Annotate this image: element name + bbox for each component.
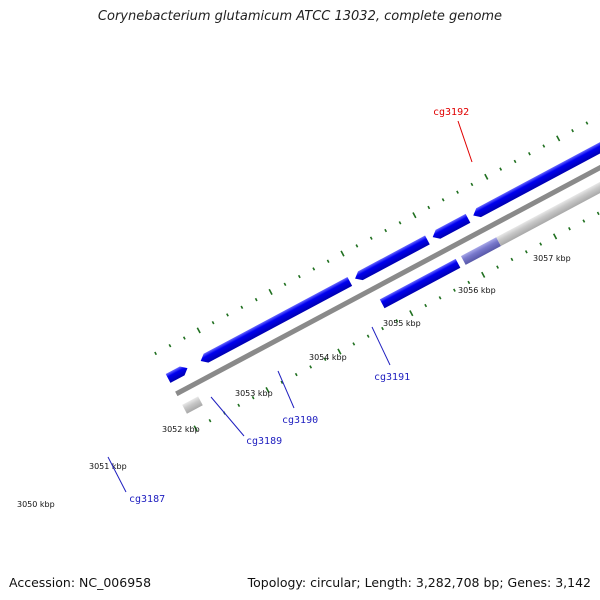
- outer-major-tick: [268, 288, 273, 295]
- outer-minor-tick: [226, 313, 229, 317]
- outer-major-tick: [196, 327, 201, 334]
- inner-major-tick: [552, 233, 558, 240]
- inner-minor-tick: [424, 303, 428, 308]
- gene-arrow-fwd-b[interactable]: [353, 235, 430, 283]
- outer-minor-tick: [513, 159, 517, 164]
- scale-label-3050: 3050 kbp: [17, 500, 55, 509]
- outer-minor-tick: [182, 336, 186, 340]
- inner-minor-tick: [323, 357, 327, 361]
- outer-minor-tick: [283, 282, 287, 286]
- gene-label-cg3192[interactable]: cg3192: [433, 107, 469, 118]
- outer-minor-tick: [456, 190, 459, 194]
- gene-label-cg3187[interactable]: cg3187: [129, 494, 165, 505]
- scale-label-3051: 3051 kbp: [89, 462, 127, 471]
- outer-minor-tick: [585, 121, 589, 125]
- scale-label-3055: 3055 kbp: [383, 319, 421, 328]
- outer-minor-tick: [326, 259, 330, 263]
- gene-label-cg3189[interactable]: cg3189: [246, 436, 282, 447]
- gene-arrow-cg3191[interactable]: [496, 160, 600, 247]
- inner-major-tick: [265, 386, 270, 393]
- outer-minor-tick: [470, 182, 474, 187]
- inner-minor-tick: [237, 403, 241, 408]
- scale-label-3056: 3056 kbp: [458, 286, 496, 295]
- inner-minor-tick: [568, 227, 571, 231]
- genome-summary-text: Topology: circular; Length: 3,282,708 bp…: [247, 575, 591, 590]
- outer-minor-tick: [211, 320, 215, 325]
- gene-arrow-fwd-left[interactable]: [165, 364, 190, 383]
- gene-label-cg3190[interactable]: cg3190: [282, 415, 318, 426]
- inner-minor-tick: [582, 219, 586, 223]
- inner-minor-tick: [539, 242, 543, 246]
- outer-minor-tick: [528, 152, 531, 156]
- inner-minor-tick: [309, 365, 313, 369]
- leader-line-cg3190: [277, 370, 295, 409]
- scale-label-3057: 3057 kbp: [533, 254, 571, 263]
- outer-minor-tick: [297, 274, 301, 279]
- inner-minor-tick: [496, 265, 499, 269]
- outer-major-tick: [412, 212, 417, 219]
- inner-minor-tick: [395, 319, 399, 323]
- inner-tick-row: [193, 211, 600, 432]
- inner-minor-tick: [467, 280, 471, 285]
- outer-minor-tick: [427, 205, 431, 210]
- outer-minor-tick: [369, 236, 373, 240]
- inner-minor-tick: [208, 418, 212, 423]
- outer-minor-tick: [499, 167, 503, 171]
- leader-line-cg3192: [457, 120, 473, 163]
- inner-minor-tick: [453, 288, 456, 292]
- gene-arrow-rev-left[interactable]: [182, 396, 203, 414]
- outer-tick-row: [154, 113, 600, 356]
- outer-minor-tick: [542, 144, 546, 148]
- map-track: [154, 5, 600, 432]
- genome-backbone: [175, 5, 600, 397]
- inner-major-tick: [409, 310, 414, 317]
- gene-arrow-fwd-d[interactable]: [471, 130, 600, 220]
- outer-minor-tick: [168, 343, 172, 348]
- gene-arrow-fwd-c[interactable]: [430, 213, 471, 242]
- inner-minor-tick: [381, 326, 384, 331]
- outer-minor-tick: [355, 244, 359, 248]
- inner-major-tick: [193, 425, 198, 432]
- outer-minor-tick: [571, 129, 574, 133]
- leader-line-cg3191: [371, 326, 391, 366]
- inner-major-tick: [481, 271, 486, 278]
- gene-arrow-cg3190[interactable]: [460, 237, 501, 265]
- leader-line-cg3187: [107, 456, 127, 493]
- inner-minor-tick: [366, 334, 370, 338]
- inner-minor-tick: [596, 211, 600, 216]
- outer-minor-tick: [312, 267, 316, 271]
- inner-minor-tick: [280, 380, 284, 384]
- outer-minor-tick: [384, 228, 388, 233]
- scale-label-3052: 3052 kbp: [162, 425, 200, 434]
- inner-minor-tick: [251, 395, 255, 400]
- inner-major-tick: [337, 348, 342, 355]
- outer-major-tick: [484, 173, 489, 180]
- outer-major-tick: [556, 135, 561, 142]
- outer-major-tick: [340, 250, 345, 257]
- leader-line-cg3189: [210, 396, 245, 437]
- gene-arrow-fwd-a[interactable]: [198, 277, 353, 365]
- outer-minor-tick: [254, 297, 258, 302]
- outer-minor-tick: [240, 305, 244, 310]
- outer-minor-tick: [441, 198, 445, 202]
- scale-label-3054: 3054 kbp: [309, 353, 347, 362]
- inner-minor-tick: [294, 372, 298, 377]
- inner-minor-tick: [510, 257, 514, 262]
- inner-minor-tick: [438, 296, 442, 300]
- inner-minor-tick: [524, 250, 528, 254]
- map-title: Corynebacterium glutamicum ATCC 13032, c…: [97, 9, 503, 24]
- gene-arrow-cg3189[interactable]: [379, 258, 461, 309]
- outer-minor-tick: [154, 351, 157, 356]
- scale-label-3053: 3053 kbp: [235, 389, 273, 398]
- inner-minor-tick: [352, 342, 356, 346]
- accession-text: Accession: NC_006958: [9, 575, 152, 590]
- gene-label-cg3191[interactable]: cg3191: [374, 372, 410, 383]
- outer-minor-tick: [398, 221, 402, 225]
